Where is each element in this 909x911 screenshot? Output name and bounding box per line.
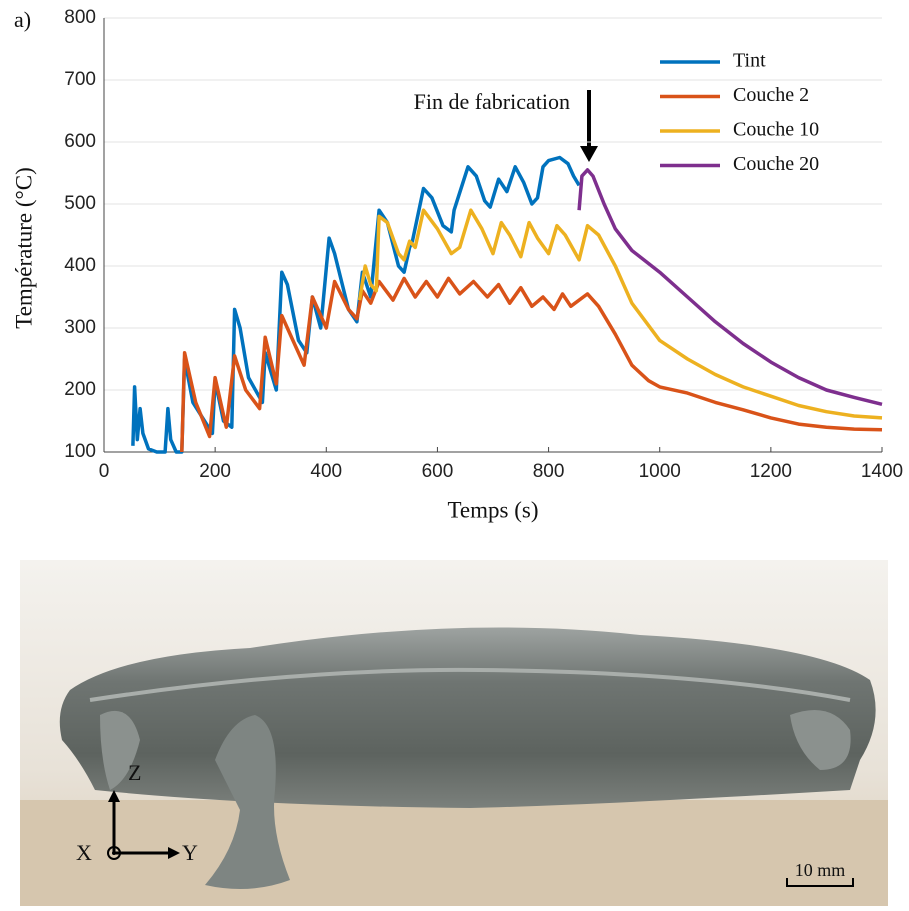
scale-bar-label: 10 mm <box>795 860 846 880</box>
axis-dot <box>112 851 116 855</box>
line-series <box>360 210 882 418</box>
y-tick-label: 400 <box>64 255 96 276</box>
axis-label: Z <box>128 760 141 785</box>
x-tick-label: 600 <box>422 461 454 482</box>
x-tick-label: 1000 <box>639 461 681 482</box>
x-tick-label: 200 <box>199 461 231 482</box>
y-tick-label: 300 <box>64 317 96 338</box>
legend-label: Couche 20 <box>733 153 819 175</box>
panel-label: a) <box>14 7 31 32</box>
figure: a) Température (°C) Temps (s) Fin de fab… <box>0 0 909 906</box>
x-tick-label: 1400 <box>861 461 903 482</box>
axis-label: Y <box>182 840 198 865</box>
photo-part <box>60 627 876 808</box>
page: {"chart_data": {"type": "line", "panel_l… <box>0 0 909 906</box>
y-tick-label: 100 <box>64 441 96 462</box>
annotation-arrowhead <box>580 146 598 162</box>
legend-label: Tint <box>733 50 766 72</box>
plot-area: 100 200 300 400 500 600 700 800 0 200 400 600 800 100… <box>64 7 903 482</box>
y-axis-label: Température (°C) <box>11 167 36 328</box>
x-tick-label: 400 <box>310 461 342 482</box>
x-tick-label: 800 <box>533 461 565 482</box>
y-tick-label: 600 <box>64 131 96 152</box>
line-series <box>133 158 579 453</box>
legend-label: Couche 2 <box>733 84 809 106</box>
y-tick-label: 800 <box>64 7 96 28</box>
annotation: Fin de fabrication <box>414 89 570 114</box>
legend-label: Couche 10 <box>733 119 819 141</box>
x-tick-label: 1200 <box>750 461 792 482</box>
axis-label: X <box>76 840 92 865</box>
y-tick-label: 500 <box>64 193 96 214</box>
y-tick-label: 700 <box>64 69 96 90</box>
x-axis-label: Temps (s) <box>447 497 538 522</box>
x-tick-label: 0 <box>99 461 110 482</box>
y-tick-label: 200 <box>64 379 96 400</box>
